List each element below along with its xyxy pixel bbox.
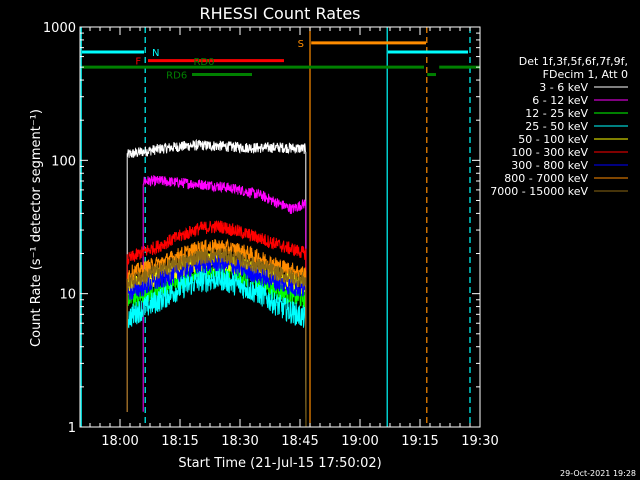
legend-entry-label: 25 - 50 keV xyxy=(525,120,588,133)
vertical-marker-lines xyxy=(80,27,471,427)
y-tick-label: 1000 xyxy=(43,21,76,36)
legend-header-line: FDecim 1, Att 0 xyxy=(543,68,628,81)
x-tick-label: 18:45 xyxy=(281,434,318,449)
x-tick-label: 19:15 xyxy=(401,434,438,449)
y-tick-label: 1 xyxy=(68,421,76,436)
legend-entry-label: 6 - 12 keV xyxy=(532,94,588,107)
legend-entry-label: 100 - 300 keV xyxy=(511,146,588,159)
legend-entry-label: 7000 - 15000 keV xyxy=(490,185,588,198)
flag-label: RD0 xyxy=(193,57,214,68)
footer-date: 29-Oct-2021 19:28 xyxy=(560,469,636,478)
x-tick-label: 18:30 xyxy=(221,434,258,449)
series-line xyxy=(126,253,307,428)
y-axis-label: Count Rate (s⁻¹ detector segment⁻¹) xyxy=(29,109,44,347)
legend-entry-label: 50 - 100 keV xyxy=(518,133,588,146)
legend-entry-label: 3 - 6 keV xyxy=(539,81,588,94)
legend-entry-label: 800 - 7000 keV xyxy=(504,172,588,185)
x-tick-label: 18:00 xyxy=(101,434,138,449)
flag-label: F xyxy=(135,57,141,68)
series-lines xyxy=(126,138,307,428)
y-tick-label: 10 xyxy=(59,288,76,303)
x-tick-label: 19:00 xyxy=(341,434,378,449)
chart-title: RHESSI Count Rates xyxy=(200,4,361,23)
legend-entry-label: 12 - 25 keV xyxy=(525,107,588,120)
axis-ticks: 18:00 18:15 18:30 18:45 19:00 19:15 19:30 1 10 10… xyxy=(43,21,499,449)
x-tick-label: 19:30 xyxy=(461,434,498,449)
series-line xyxy=(126,138,307,428)
series-line xyxy=(142,174,307,428)
legend-header-line: Det 1f,3f,5f,6f,7f,9f, xyxy=(519,55,628,68)
y-tick-label: 100 xyxy=(51,154,76,169)
series-line xyxy=(126,248,307,428)
series-line xyxy=(126,220,307,428)
flag-label: N xyxy=(152,48,159,59)
x-axis-label: Start Time (21-Jul-15 17:50:02) xyxy=(178,456,381,471)
flag-bars: N S F RD0 RD6 xyxy=(82,39,480,82)
x-tick-label: 18:15 xyxy=(161,434,198,449)
legend: Det 1f,3f,5f,6f,7f,9f,FDecim 1, Att 03 -… xyxy=(490,55,628,198)
flag-label: RD6 xyxy=(166,71,187,82)
legend-entry-label: 300 - 800 keV xyxy=(511,159,588,172)
flag-label: S xyxy=(298,39,304,50)
